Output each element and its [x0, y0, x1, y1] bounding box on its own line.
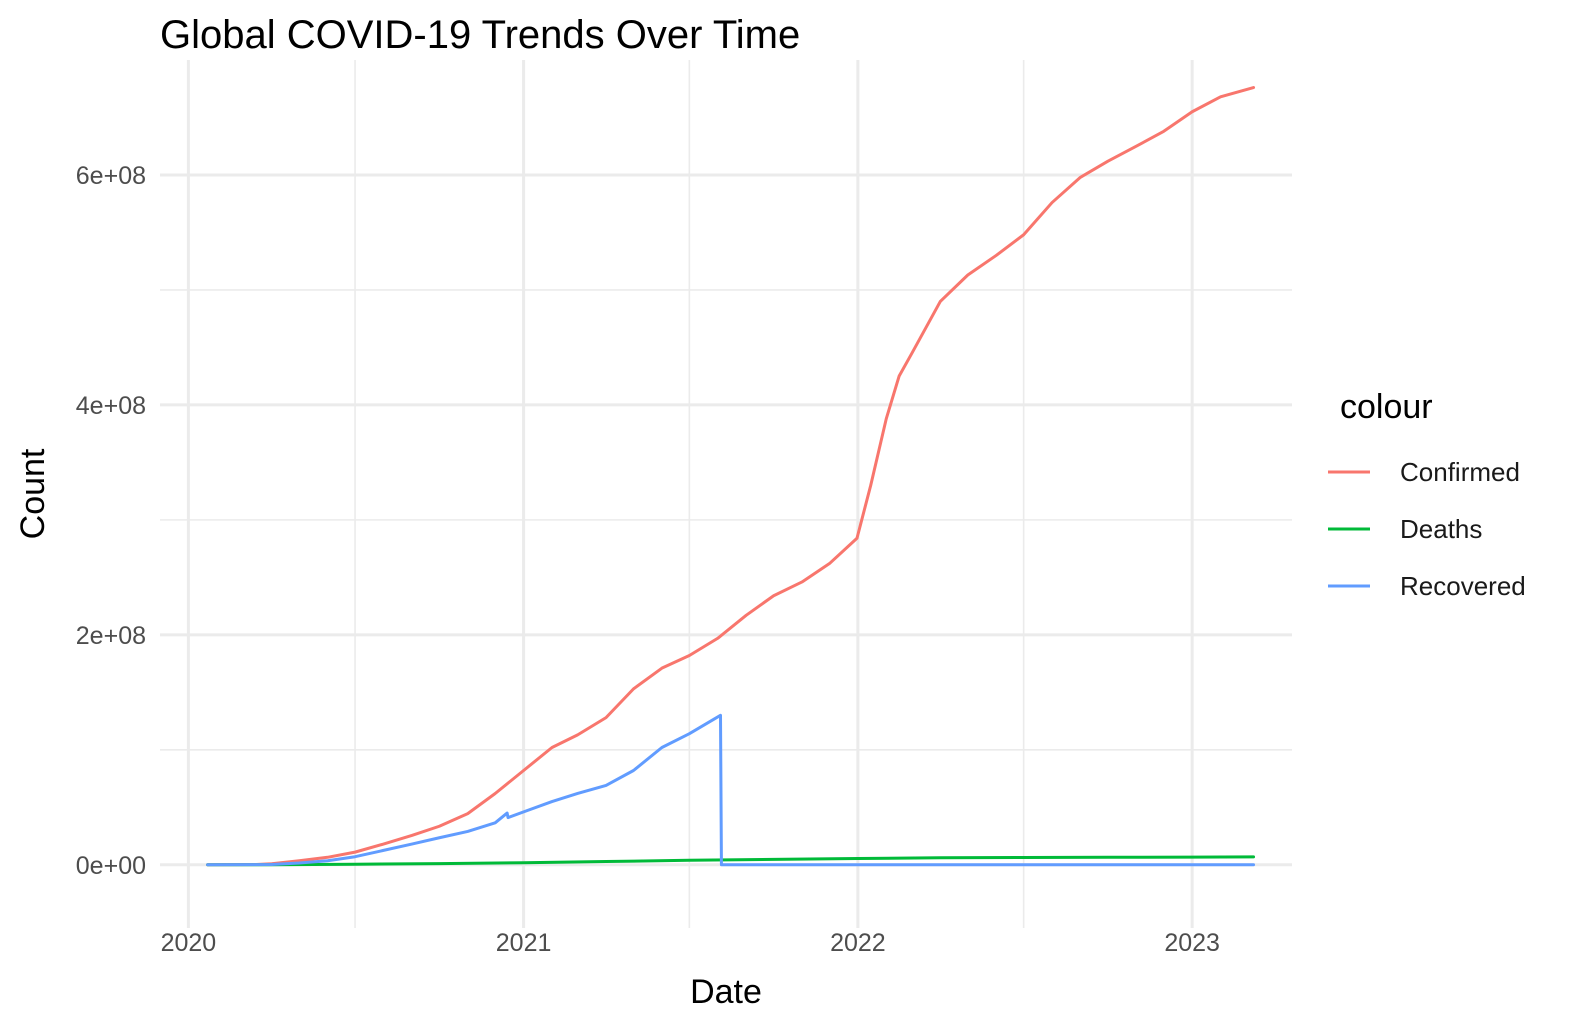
chart-title: Global COVID-19 Trends Over Time	[160, 13, 800, 57]
y-tick-label: 6e+08	[76, 162, 146, 190]
x-axis-title: Date	[690, 973, 762, 1011]
series-lines	[206, 86, 1256, 867]
x-axis-ticks: 2020 2021 2022 2023	[161, 929, 1220, 957]
x-tick-label: 2021	[496, 929, 552, 957]
x-tick-label: 2022	[830, 929, 886, 957]
legend-label-deaths: Deaths	[1400, 514, 1482, 544]
y-tick-label: 4e+08	[76, 392, 146, 420]
legend-title: colour	[1340, 388, 1433, 426]
x-tick-label: 2020	[161, 929, 217, 957]
legend-label-confirmed: Confirmed	[1400, 457, 1520, 487]
x-tick-label: 2023	[1164, 929, 1220, 957]
y-tick-label: 2e+08	[76, 622, 146, 650]
legend: colour Confirmed Deaths Recovered	[1328, 388, 1526, 601]
series-line-deaths	[206, 855, 1256, 867]
y-axis-title: Count	[14, 448, 52, 539]
series-line-confirmed	[206, 86, 1256, 867]
legend-label-recovered: Recovered	[1400, 571, 1526, 601]
y-tick-label: 0e+00	[76, 852, 146, 880]
series-line-recovered	[206, 713, 1256, 867]
y-axis-ticks: 0e+00 2e+08 4e+08 6e+08	[76, 162, 146, 880]
legend-items: Confirmed Deaths Recovered	[1328, 457, 1526, 601]
grid	[160, 60, 1292, 928]
